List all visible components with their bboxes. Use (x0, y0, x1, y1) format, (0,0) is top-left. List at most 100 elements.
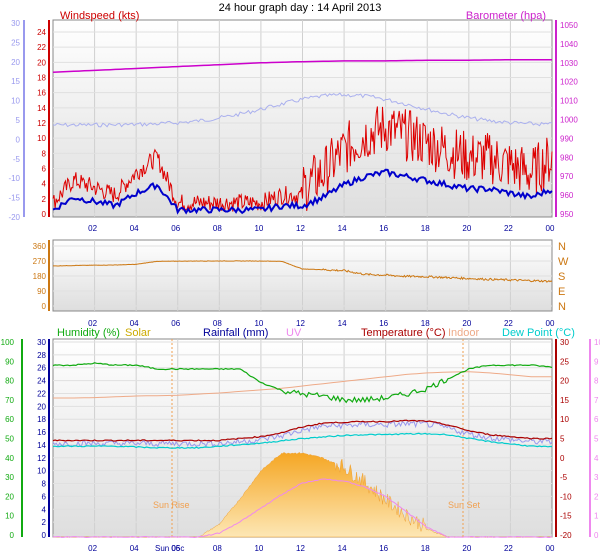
temp-left-tick-18: 18 (37, 415, 46, 424)
panel1-grid (53, 20, 552, 217)
uv-tick-4: 4 (594, 454, 599, 463)
temp-right-tick--15: -15 (560, 512, 572, 521)
wind-blue-tick-15: 15 (11, 77, 20, 86)
baro-tick-980: 980 (560, 153, 574, 162)
series-dewpoint (52, 432, 552, 449)
temp-left-tick-10: 10 (37, 467, 46, 476)
uv-tick-6: 6 (594, 415, 599, 424)
panel3-x-tick-18: 18 (421, 544, 430, 553)
compass-tick-E: E (558, 286, 565, 298)
panel1-x-tick-04: 04 (130, 224, 139, 233)
wind-red-tick-18: 18 (37, 74, 46, 83)
dir-tick-180: 180 (33, 272, 47, 281)
panel3-x-tick-14: 14 (338, 544, 347, 553)
panel2-x-tick-00: 00 (546, 319, 555, 328)
panel2-x-tick-16: 16 (379, 319, 388, 328)
panel2-x-tick-12: 12 (296, 319, 305, 328)
panel3-x-tick-20: 20 (462, 544, 471, 553)
uv-tick-8: 8 (594, 377, 599, 386)
legend-solar: Solar (125, 327, 151, 339)
panel2-x-tick-02: 02 (88, 319, 97, 328)
panel2-x-tick-20: 20 (462, 319, 471, 328)
uv-tick-1: 1 (594, 512, 599, 521)
baro-tick-1010: 1010 (560, 97, 578, 106)
temp-right-tick-30: 30 (560, 338, 569, 347)
baro-tick-960: 960 (560, 191, 574, 200)
humidity-tick-90: 90 (5, 357, 14, 366)
legend-uv: UV (286, 327, 302, 339)
temp-right-tick--5: -5 (560, 473, 568, 482)
panel3-x-tick-04: 04 (130, 544, 139, 553)
humidity-tick-20: 20 (5, 492, 14, 501)
wind-blue-tick--5: -5 (13, 155, 21, 164)
baro-tick-1040: 1040 (560, 40, 578, 49)
wind-red-tick-2: 2 (42, 195, 47, 204)
wind-red-tick-0: 0 (42, 210, 47, 219)
legend-rainfall: Rainfall (mm) (203, 327, 268, 339)
panel1-x-tick-16: 16 (379, 224, 388, 233)
temp-left-tick-30: 30 (37, 338, 46, 347)
panel1-x-tick-22: 22 (504, 224, 513, 233)
panel2-grid (53, 240, 552, 311)
temp-left-tick-20: 20 (37, 402, 46, 411)
temp-left-tick-26: 26 (37, 364, 46, 373)
temp-left-tick-4: 4 (42, 505, 47, 514)
series-wind-direction (53, 260, 553, 283)
humidity-tick-50: 50 (5, 435, 14, 444)
panel1-x-tick-14: 14 (338, 224, 347, 233)
humidity-tick-0: 0 (10, 531, 15, 540)
panel1-x-tick-12: 12 (296, 224, 305, 233)
wind-red-tick-24: 24 (37, 28, 46, 37)
wind-blue-tick-0: 0 (16, 135, 21, 144)
wind-blue-tick-30: 30 (11, 19, 20, 28)
panel2-x-tick-06: 06 (171, 319, 180, 328)
legend-temperature: Temperature (°C) (361, 327, 445, 339)
temp-right-tick-20: 20 (560, 377, 569, 386)
panel3-x-tick-16: 16 (379, 544, 388, 553)
compass-tick-S: S (558, 271, 565, 283)
temp-left-tick-16: 16 (37, 428, 46, 437)
panel3-x-tick-22: 22 (504, 544, 513, 553)
panel2-x-tick-22: 22 (504, 319, 513, 328)
temp-left-tick-22: 22 (37, 389, 46, 398)
baro-tick-1050: 1050 (560, 21, 578, 30)
panel1-x-tick-00: 00 (546, 224, 555, 233)
panel3-x-tick-08: 08 (213, 544, 222, 553)
temp-left-tick-24: 24 (37, 377, 46, 386)
panel3-x-tick-06: 06 (171, 544, 180, 553)
uv-tick-2: 2 (594, 492, 599, 501)
wind-red-tick-20: 20 (37, 58, 46, 67)
uv-tick-9: 9 (594, 357, 599, 366)
humidity-tick-40: 40 (5, 454, 14, 463)
temp-right-tick--10: -10 (560, 492, 572, 501)
sunrise-label: Sun Rise (153, 500, 190, 510)
temp-left-tick-28: 28 (37, 351, 46, 360)
wind-red-tick-14: 14 (37, 104, 46, 113)
wind-red-tick-22: 22 (37, 43, 46, 52)
panel2-x-tick-18: 18 (421, 319, 430, 328)
baro-tick-1000: 1000 (560, 116, 578, 125)
wind-red-tick-8: 8 (42, 149, 47, 158)
series-uv (52, 478, 553, 539)
wind-red-tick-6: 6 (42, 165, 47, 174)
series-barometer (52, 59, 552, 74)
dir-tick-270: 270 (33, 257, 47, 266)
temp-right-tick-25: 25 (560, 357, 569, 366)
panel2-x-tick-08: 08 (213, 319, 222, 328)
humidity-tick-100: 100 (1, 338, 15, 347)
panel1-x-tick-20: 20 (462, 224, 471, 233)
sunset-label: Sun Set (448, 500, 481, 510)
compass-tick-N: N (558, 301, 566, 313)
panel1-x-tick-06: 06 (171, 224, 180, 233)
series-windspeed (52, 106, 553, 212)
legend-dewpoint: Dew Point (°C) (502, 327, 575, 339)
panel3-x-tick-00: 00 (546, 544, 555, 553)
wind-blue-tick-25: 25 (11, 38, 20, 47)
temp-right-tick-10: 10 (560, 415, 569, 424)
wind-red-tick-10: 10 (37, 134, 46, 143)
sunrise-tick-label: Sun 05c (155, 544, 184, 553)
panel1-x-tick-02: 02 (88, 224, 97, 233)
chart-marks (52, 59, 553, 539)
